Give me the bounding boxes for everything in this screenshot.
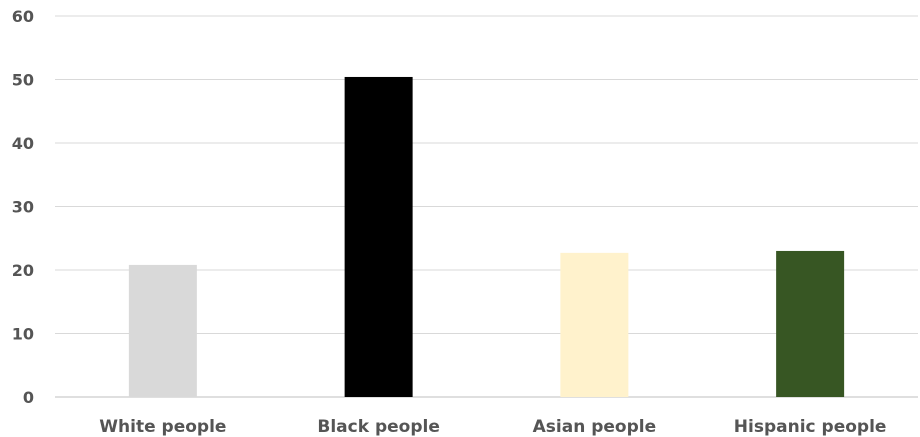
bar-hispanic-people — [776, 250, 845, 397]
y-tick-label: 40 — [12, 134, 34, 153]
bar-white-people — [128, 264, 197, 397]
x-category-label: Black people — [317, 417, 439, 437]
x-category-label: White people — [99, 417, 226, 437]
x-category-label: Asian people — [533, 417, 657, 437]
y-tick-label: 50 — [12, 71, 34, 90]
y-tick-label: 60 — [12, 7, 34, 26]
bar-black-people — [344, 76, 413, 398]
y-tick-label: 30 — [12, 198, 34, 217]
y-tick-label: 0 — [23, 388, 34, 407]
y-tick-label: 10 — [12, 325, 34, 344]
y-tick-label: 20 — [12, 261, 34, 280]
bar-asian-people — [560, 252, 629, 397]
x-category-label: Hispanic people — [734, 417, 887, 437]
